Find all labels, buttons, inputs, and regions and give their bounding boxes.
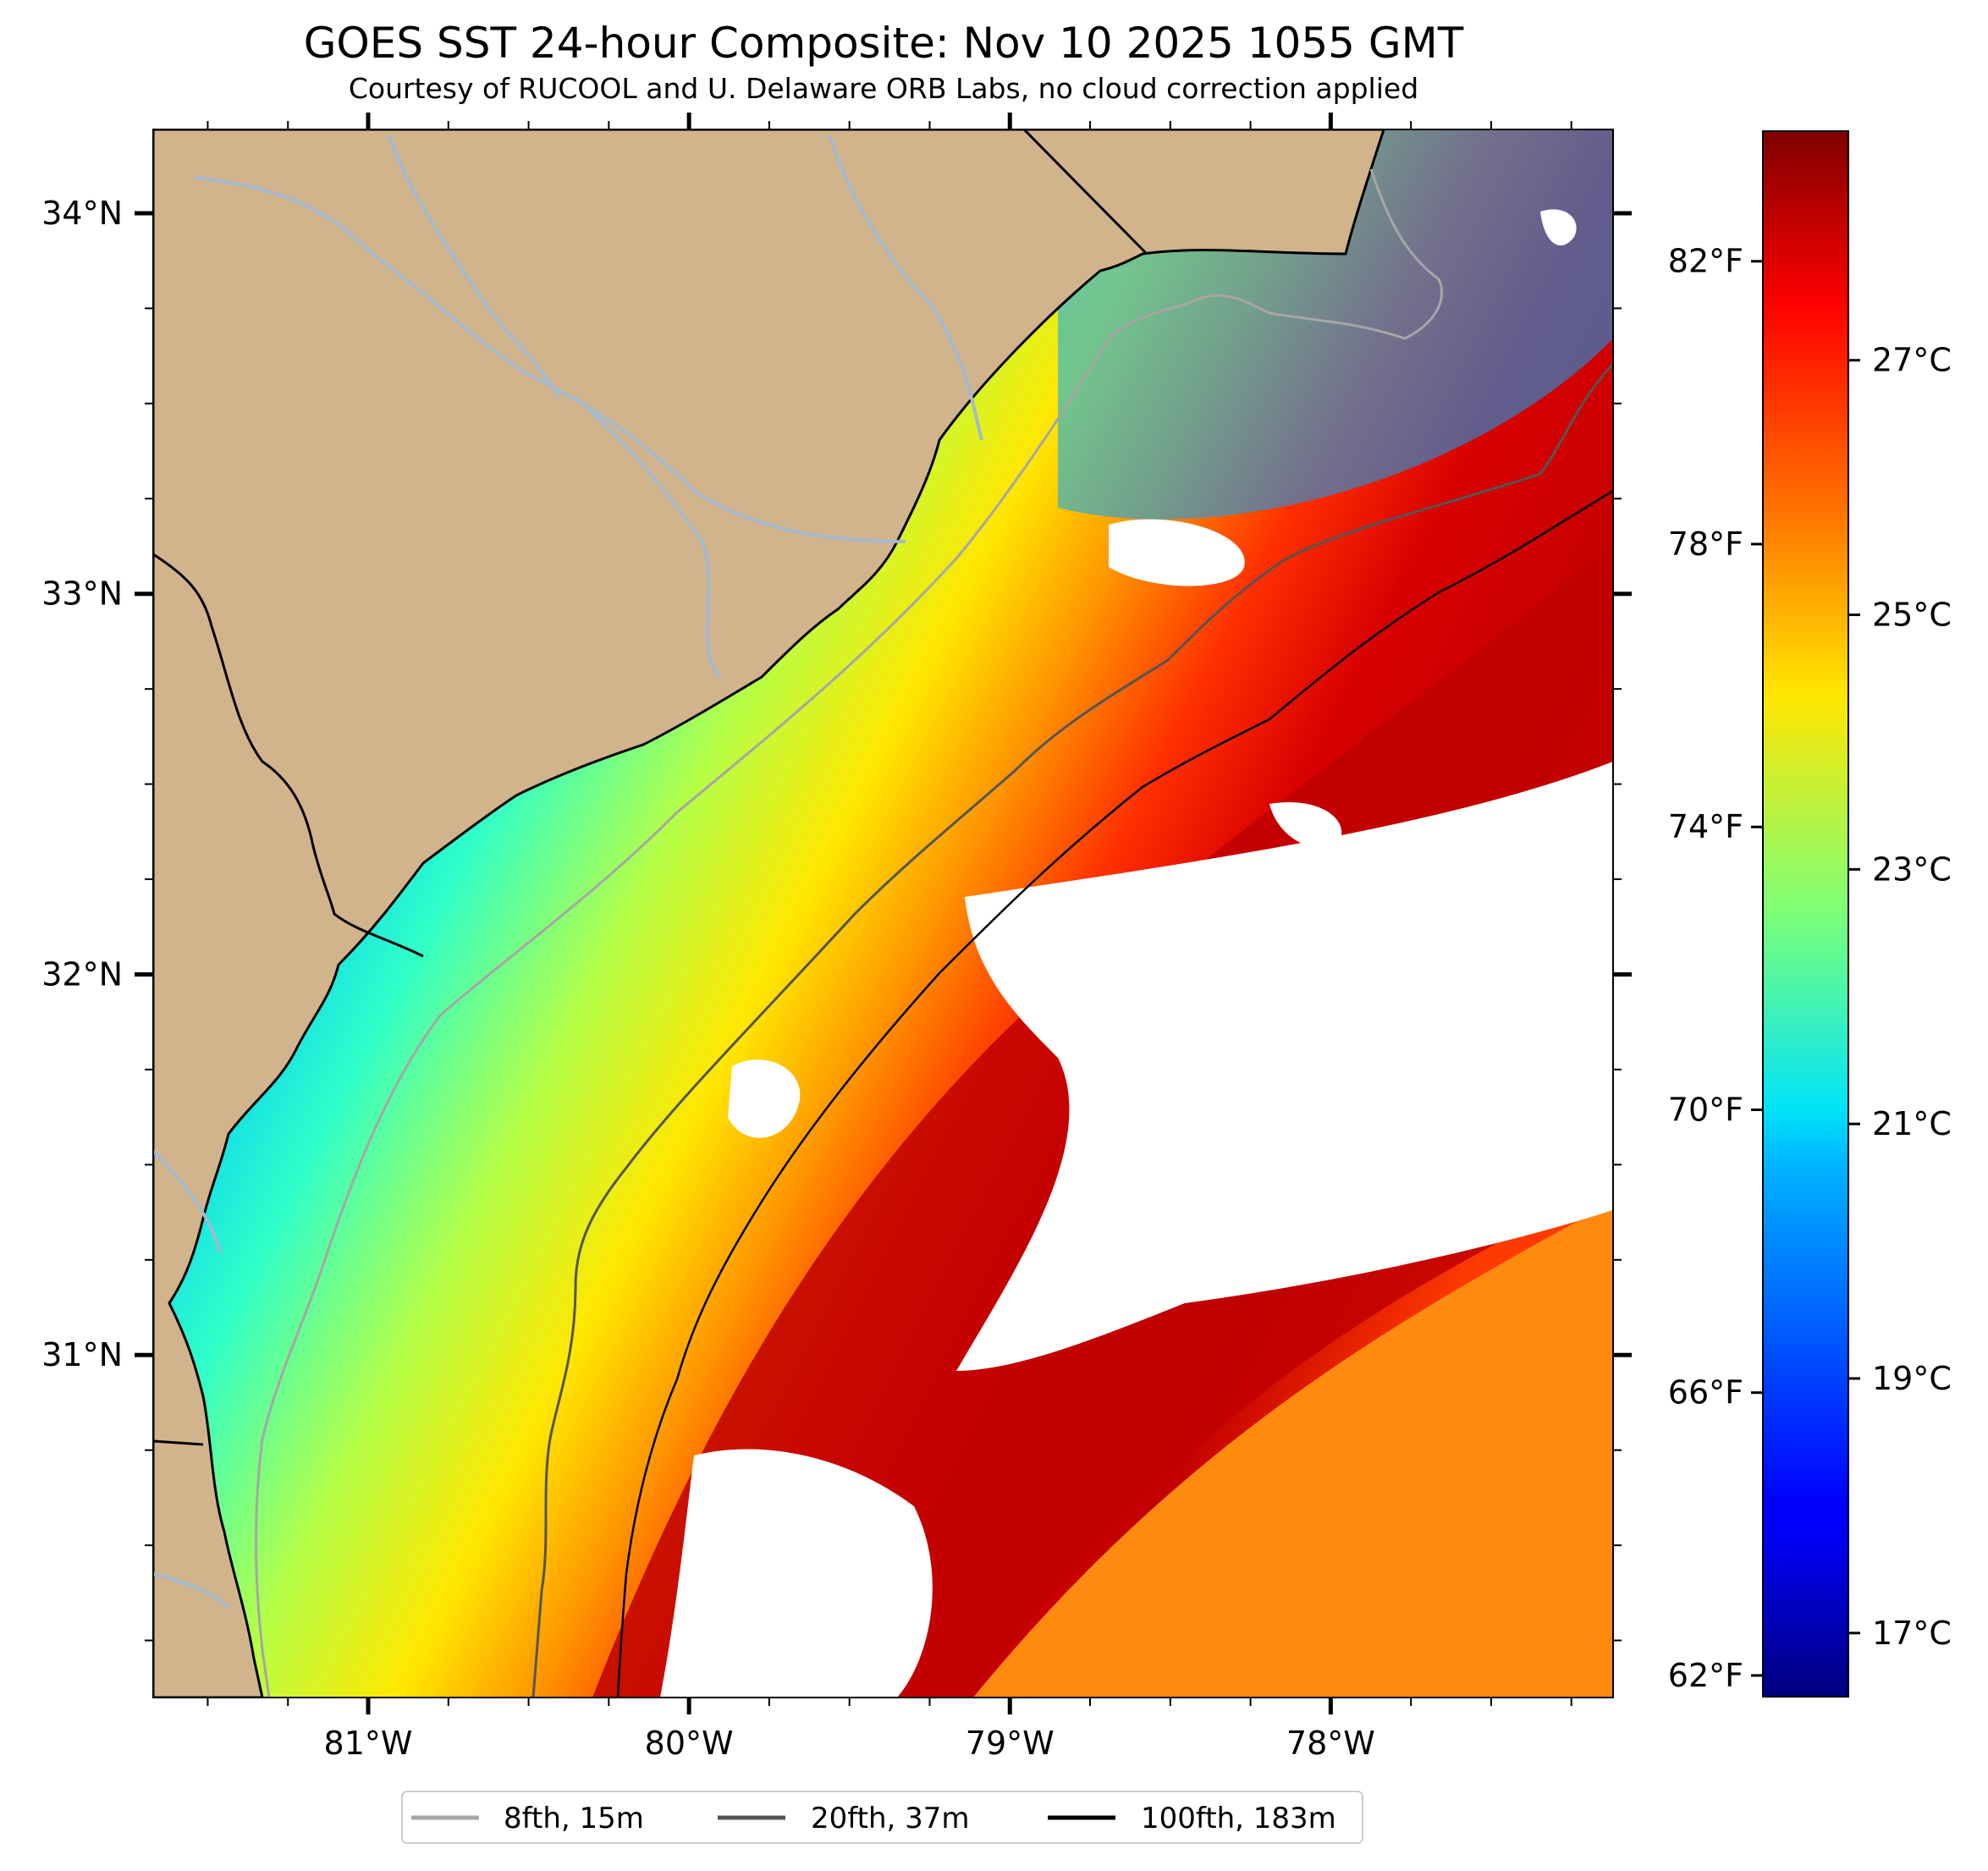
lat-tick-label: 34°N [41,195,123,232]
colorbar-celsius-label: 21°C [1872,1105,1952,1142]
lon-tick-label: 81°W [324,1725,413,1762]
lat-tick-label: 32°N [41,955,123,993]
colorbar-fahrenheit-label: 82°F [1668,243,1743,280]
lat-tick-label: 31°N [41,1336,123,1373]
map-subtitle: Courtesy of RUCOOL and U. Delaware ORB L… [349,72,1418,105]
rivers [153,135,983,1610]
state-borders [153,129,1148,1446]
colorbar-labels: 27°C 25°C 23°C 21°C 19°C 17°C 82°F 78°F 74°F 70°F… [1668,243,1952,1694]
lat-tick-label: 33°N [41,575,123,613]
axis-ticks: 34°N 33°N 32°N 31°N 81°W 80°W 79°W 78°W [41,113,1632,1762]
colorbar-fahrenheit-label: 78°F [1668,526,1743,563]
cloud-mask [660,209,1613,1698]
lon-tick-label: 80°W [645,1725,734,1762]
colorbar-fahrenheit-label: 66°F [1668,1374,1743,1412]
lon-tick-label: 78°W [1286,1725,1375,1762]
colorbar-fahrenheit-label: 74°F [1668,808,1743,845]
map-panel [153,129,1613,1698]
colorbar-fahrenheit-label: 70°F [1668,1091,1743,1128]
legend: 8fth, 15m 20fth, 37m 100fth, 183m [401,1791,1363,1844]
land-carolinas-georgia [153,129,1385,1698]
map-frame [152,129,1614,1698]
isobath-100fth [616,489,1613,1698]
lon-tick-label: 79°W [966,1725,1055,1762]
legend-label-100fth: 100fth, 183m [1141,1802,1336,1835]
colorbar-celsius-label: 25°C [1872,597,1952,634]
colorbar-celsius-label: 19°C [1872,1360,1952,1397]
colorbar: 27°C 25°C 23°C 21°C 19°C 17°C 82°F 78°F 74°F 70°F… [1668,130,1952,1698]
colorbar-gradient [1762,130,1849,1698]
legend-box [401,1791,1363,1844]
colorbar-celsius-label: 27°C [1872,342,1952,379]
legend-label-8fth: 8fth, 15m [504,1802,644,1835]
map-title: GOES SST 24-hour Composite: Nov 10 2025 … [304,19,1464,68]
offshore-warm-water [973,1202,1613,1698]
colorbar-celsius-label: 17°C [1872,1615,1952,1652]
colorbar-fahrenheit-label: 62°F [1668,1657,1743,1694]
legend-label-20fth: 20fth, 37m [811,1802,970,1835]
isobath-8fth [255,168,1444,1698]
colorbar-celsius-label: 23°C [1872,850,1952,888]
isobath-20fth [531,362,1613,1698]
